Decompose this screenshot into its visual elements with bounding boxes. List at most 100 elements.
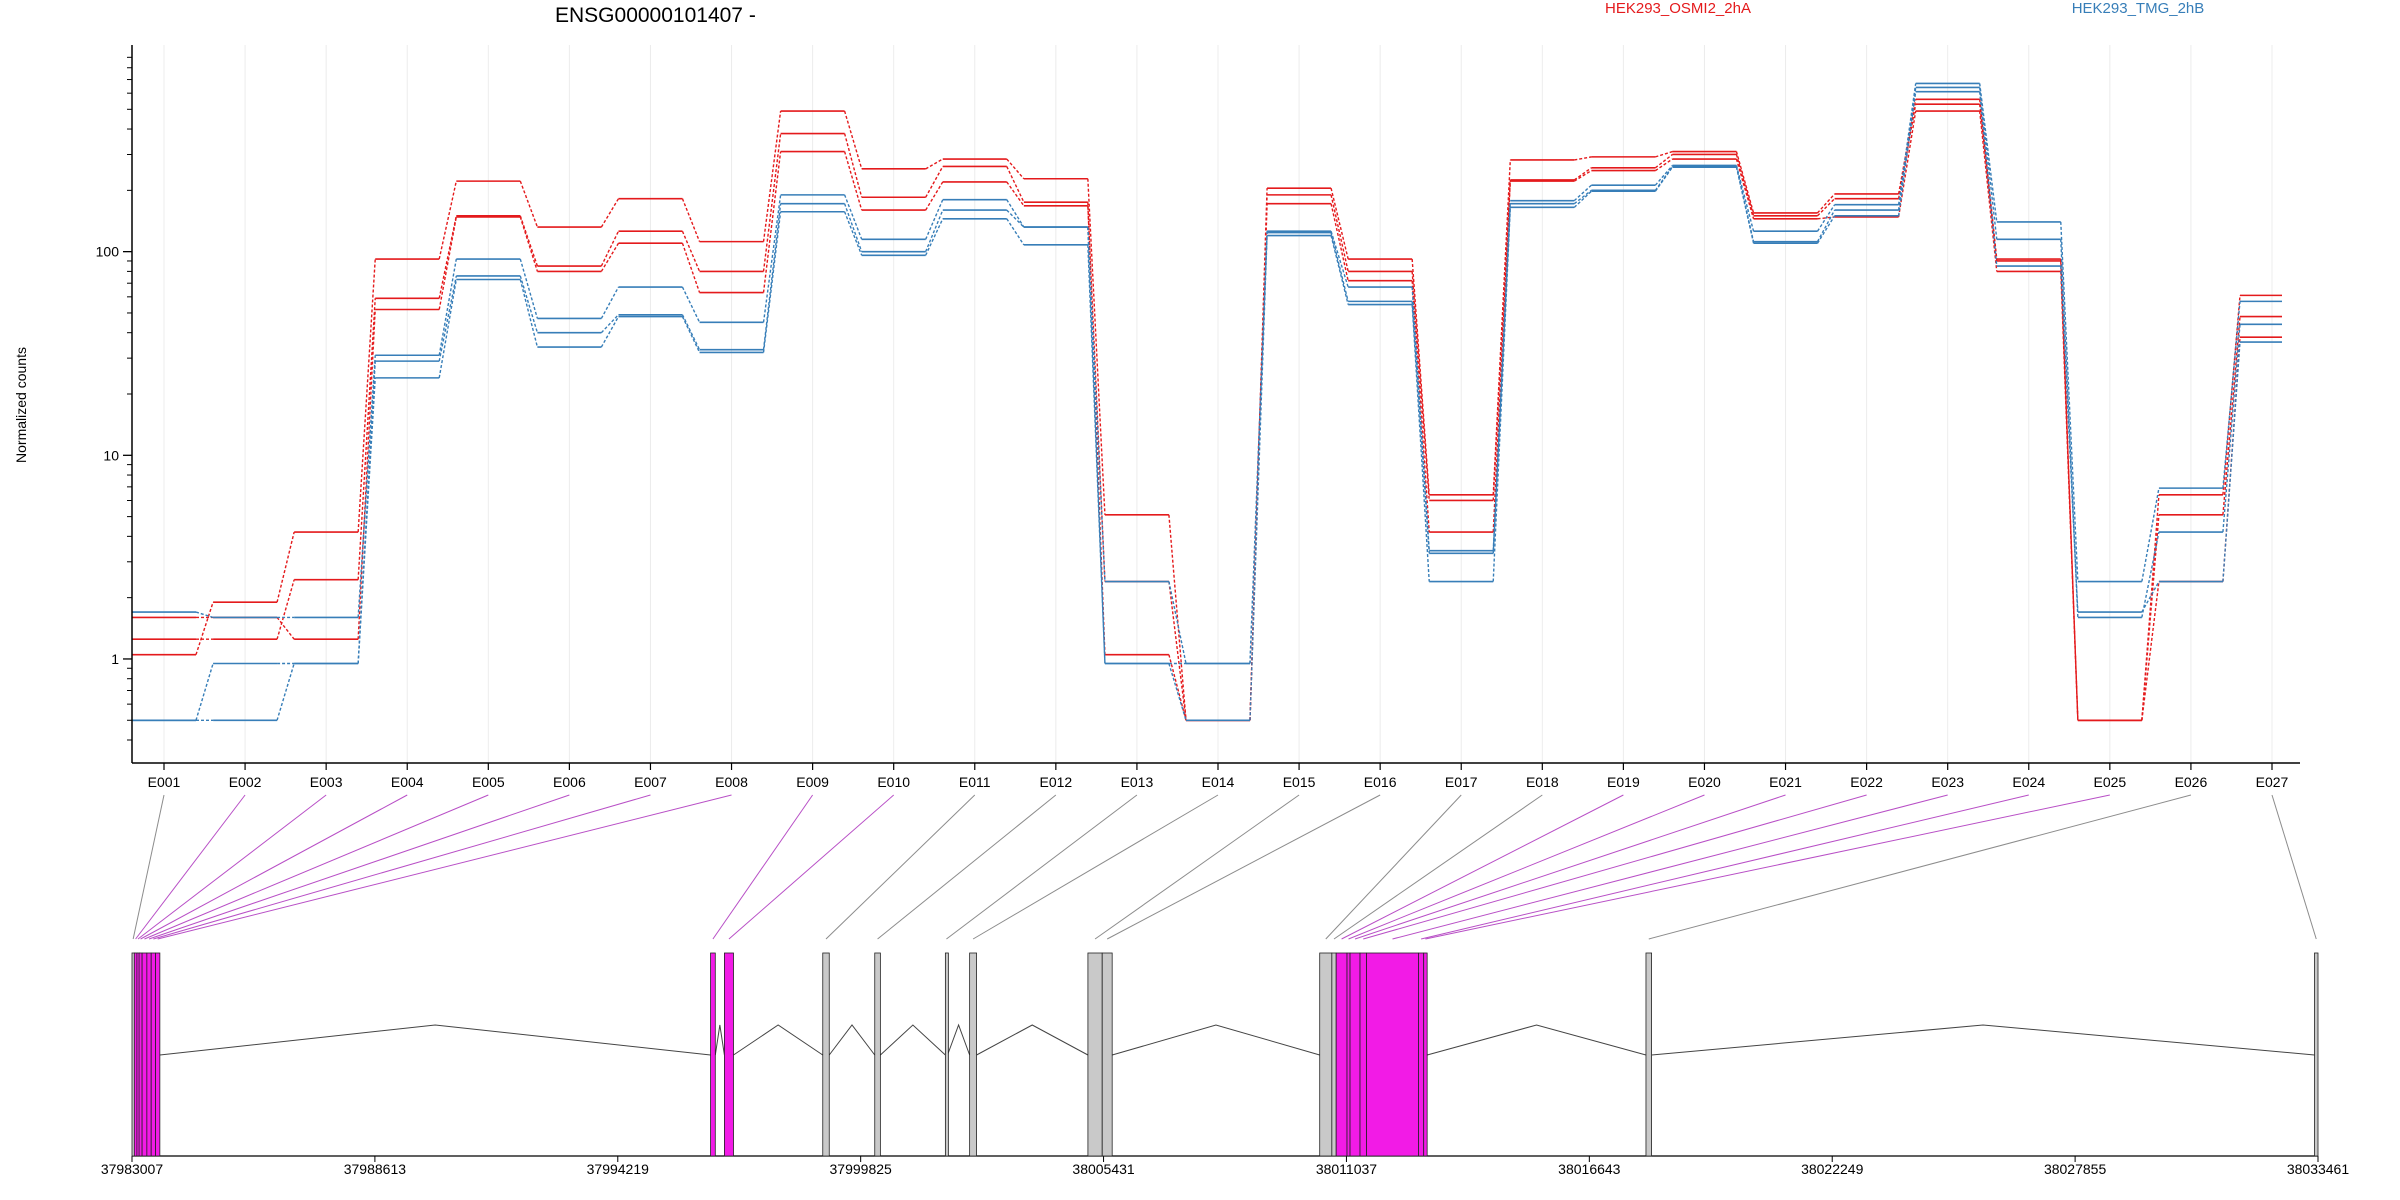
data-transition [1330,187,1349,260]
exon-connector [2271,794,2317,940]
exon-block [1645,952,1652,1157]
exon-connector [1325,794,1462,940]
data-transition [925,158,944,170]
legend-entry: HEK293_TMG_2hB [2072,0,2205,17]
data-transition [681,314,701,351]
exon-block [146,952,152,1157]
data-transition [1330,232,1349,302]
data-transition [1735,154,1755,216]
data-transition [276,579,295,640]
data-transition [1897,91,1917,216]
x-tick-label: E003 [310,774,343,790]
data-transition [762,194,782,323]
data-transition [925,166,944,198]
x-tick-label: E020 [1688,774,1721,790]
intron-line [714,1024,725,1056]
data-transition [1735,165,1755,232]
intron-line [976,1024,1089,1056]
x-tick-label: E010 [877,774,910,790]
data-transition [2060,265,2079,613]
data-transition [195,601,214,655]
data-transition [438,279,457,378]
data-transition [925,218,944,256]
x-tick-label: E026 [2175,774,2208,790]
exon-connector [1354,794,1786,940]
data-transition [600,314,619,334]
exon-connector [137,794,327,940]
y-axis-label: Normalized counts [13,347,29,463]
data-transition [2141,581,2160,613]
x-tick-label: E013 [1121,774,1154,790]
coord-label: 37983007 [101,1161,164,1177]
data-transition [1816,209,1836,242]
exon-block [969,952,977,1157]
data-transition [1978,91,1998,267]
exon-block [1087,952,1103,1157]
data-transition [2222,324,2241,533]
intron-line [947,1023,971,1056]
data-transition [762,211,782,353]
data-transition [1573,170,1592,182]
data-transition [600,286,620,319]
exon-connector [946,794,1138,940]
exon-connector [712,794,814,940]
intron-line [733,1024,824,1056]
data-transition [1654,164,1673,186]
data-transition [1492,179,1512,501]
data-transition [1978,83,1998,222]
x-tick-label: E004 [391,774,424,790]
exon-connector [135,794,246,940]
data-transition [1655,150,1673,158]
exon-connector [140,794,408,940]
exon-connector [1425,794,2110,940]
data-transition [1249,235,1268,721]
data-transition [600,316,620,348]
series-layer [132,82,2282,722]
series-HEK293_TMG_2hB [132,90,2282,722]
data-transition [1492,203,1512,554]
data-transition [1735,151,1755,214]
data-transition [519,215,539,267]
data-transition [1897,99,1917,195]
x-tick-label: E021 [1769,774,1802,790]
exon-block [1335,952,1348,1157]
series-HEK293_TMG_2hB [132,82,2282,665]
data-transition [519,180,539,228]
data-transition [2060,259,2079,721]
data-transition [762,133,782,272]
data-transition [519,216,539,272]
exon-connector [1392,794,1948,940]
data-transition [357,258,376,533]
data-transition [843,151,863,211]
data-transition [1816,215,1836,244]
coord-label: 37994219 [587,1161,650,1177]
data-transition [1735,158,1755,219]
coord-label: 38033461 [2287,1161,2350,1177]
data-transition [1492,181,1512,533]
data-transition [438,180,457,260]
data-transition [519,258,539,319]
y-tick-label: 100 [96,244,120,260]
data-transition [681,316,701,353]
data-transition [1897,110,1917,218]
data-transition [1817,216,1835,220]
data-transition [1006,218,1025,246]
x-tick-label: E005 [472,774,505,790]
data-transition [1087,205,1106,582]
x-tick-label: E022 [1850,774,1883,790]
exon-block [1423,952,1428,1157]
data-transition [357,298,376,580]
data-transition [2222,301,2241,489]
data-transition [762,111,782,242]
exon-connector [1341,794,1624,940]
legend-entry: HEK293_OSMI2_2hA [1605,0,1751,17]
x-tick-label: E001 [148,774,181,790]
exon-connector [153,794,651,940]
data-transition [1817,193,1836,214]
data-transition [1978,87,1998,240]
labels: 1 10 100 E001 E002 E003 E004 E005 E006 E007 E008 E0… [13,0,2349,1177]
data-transition [843,110,863,170]
intron-line [1112,1024,1320,1056]
intron-line [880,1024,946,1056]
data-transition [1573,189,1592,205]
